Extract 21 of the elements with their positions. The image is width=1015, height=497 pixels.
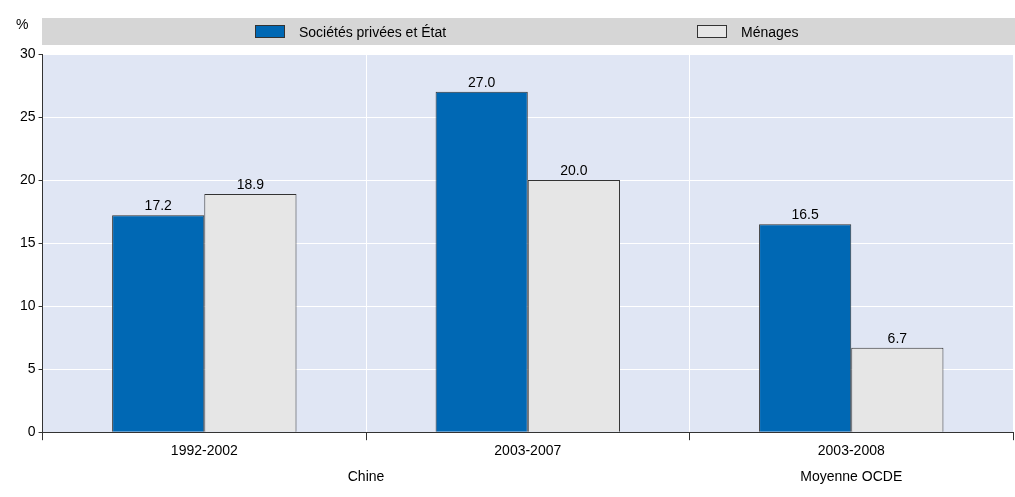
data-label: 20.0 — [560, 161, 588, 178]
data-label: 18.9 — [236, 175, 265, 192]
y-axis-title: % — [16, 15, 29, 32]
text: Ménages — [741, 23, 799, 40]
text: Moyenne OCDE — [800, 468, 903, 485]
y-tick-label: 5 — [27, 360, 36, 377]
data-label: 16.5 — [791, 206, 819, 223]
x-tick-label: 2003-2007 — [494, 442, 562, 459]
data-label: 17.2 — [144, 197, 173, 214]
y-tick-label: 30 — [19, 44, 36, 61]
y-tick-label: 0 — [27, 423, 36, 440]
text: Chine — [347, 468, 385, 485]
y-tick-label: 10 — [19, 296, 36, 313]
data-label: 6.7 — [887, 329, 908, 346]
y-tick-label: 25 — [19, 107, 36, 124]
legend-label: Sociétés privées et État — [299, 23, 447, 40]
x-tick-label: 1992-2002 — [170, 442, 238, 459]
y-tick-label: 20 — [19, 170, 36, 187]
x-tick-label: 2003-2008 — [817, 442, 885, 459]
data-label: 27.0 — [468, 73, 496, 90]
y-tick-label: 15 — [19, 233, 36, 250]
